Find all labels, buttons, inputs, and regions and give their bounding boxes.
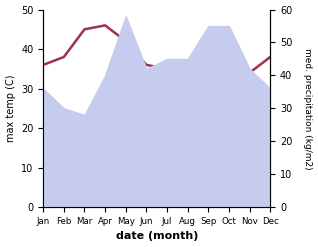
Y-axis label: max temp (C): max temp (C) (5, 75, 16, 142)
X-axis label: date (month): date (month) (115, 231, 198, 242)
Y-axis label: med. precipitation (kg/m2): med. precipitation (kg/m2) (303, 48, 313, 169)
